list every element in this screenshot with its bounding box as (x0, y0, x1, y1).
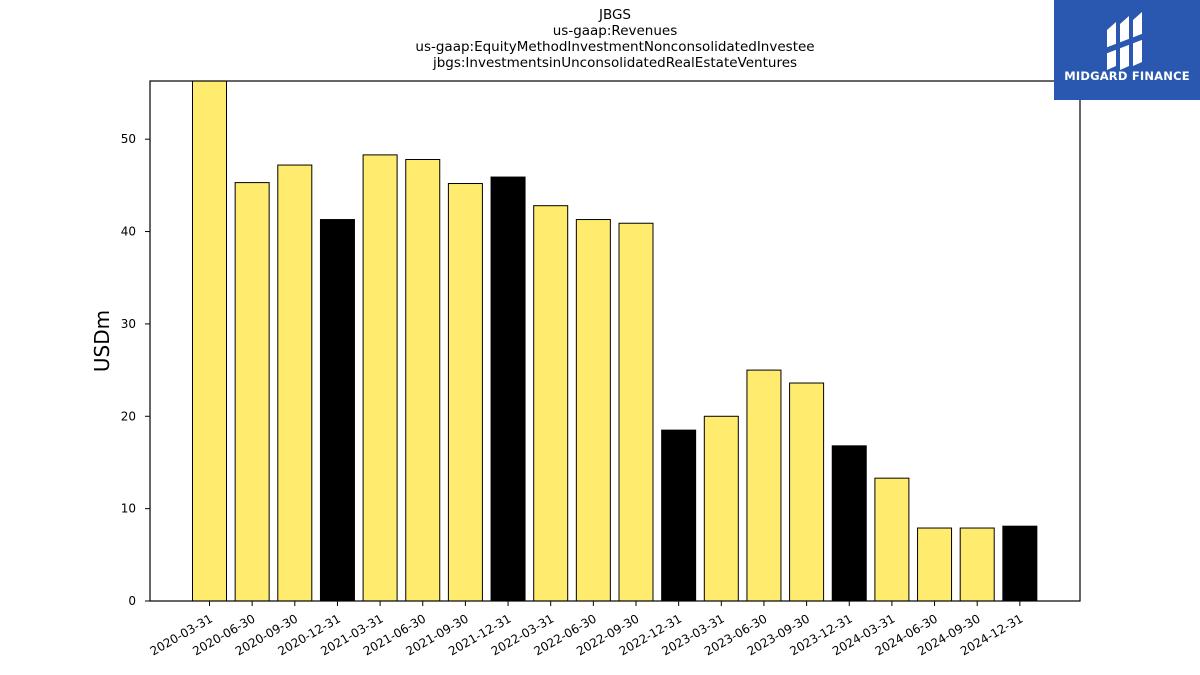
bar-2022-03-31 (533, 205, 569, 602)
bar-2024-09-30 (959, 527, 995, 602)
bar-2023-06-30 (746, 369, 782, 602)
y-tick-label: 0 (128, 594, 136, 608)
brand-logo: MIDGARD FINANCE (1054, 0, 1200, 100)
bar-2022-09-30 (618, 222, 654, 602)
chart-titles: JBGS us-gaap:Revenues us-gaap:EquityMeth… (150, 7, 1080, 71)
bar-2022-06-30 (575, 219, 611, 602)
y-tick-label: 10 (121, 502, 136, 516)
chart-title: JBGS (598, 7, 632, 23)
y-axis-label: USDm (90, 310, 114, 372)
bar-2022-12-31 (661, 429, 697, 602)
x-axis: 2020-03-312020-06-302020-09-302020-12-31… (148, 601, 1025, 658)
y-axis: 0 10 20 30 40 50 (121, 132, 150, 608)
bar-2021-03-31 (362, 154, 398, 602)
chart-subtitle-line-2: us-gaap:EquityMethodInvestmentNonconsoli… (415, 39, 815, 55)
brand-name: MIDGARD FINANCE (1064, 69, 1190, 83)
plot-frame (149, 80, 1081, 602)
y-tick-label: 50 (121, 132, 136, 146)
bar-2023-03-31 (703, 415, 739, 602)
midgard-finance-logo-icon (1105, 12, 1147, 70)
bar-2020-03-31 (192, 80, 227, 602)
bar-2020-12-31 (319, 219, 355, 602)
bar-2024-03-31 (874, 477, 910, 602)
bar-2021-09-30 (447, 183, 483, 602)
chart-subtitle-line-1: us-gaap:Revenues (552, 23, 678, 39)
y-tick-label: 20 (121, 409, 136, 423)
bar-2021-06-30 (405, 159, 441, 602)
y-tick-label: 30 (121, 317, 136, 331)
bar-2024-06-30 (917, 527, 953, 602)
bar-2021-12-31 (490, 176, 526, 602)
bar-2020-09-30 (277, 164, 313, 602)
bar-2020-06-30 (234, 182, 270, 602)
bar-2023-12-31 (831, 445, 867, 602)
chart-subtitle-line-3: jbgs:InvestmentsinUnconsolidatedRealEsta… (432, 55, 798, 71)
bar-2024-12-31 (1002, 525, 1038, 602)
bar-2023-09-30 (789, 382, 825, 602)
y-tick-label: 40 (121, 225, 136, 239)
bars-group (192, 80, 1038, 602)
